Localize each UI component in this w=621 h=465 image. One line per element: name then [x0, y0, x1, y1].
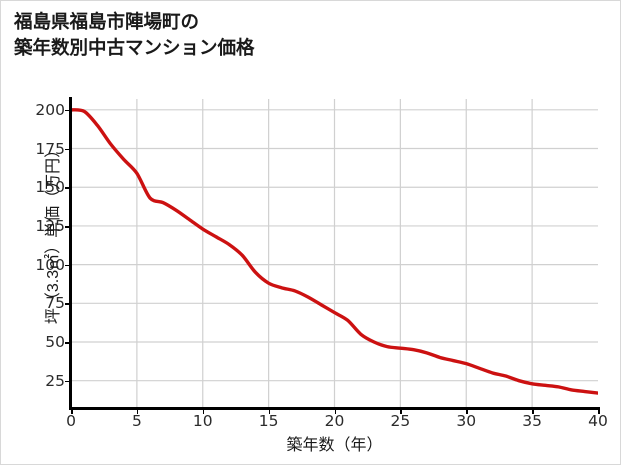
y-axis-tick-label: 200 [35, 100, 65, 119]
x-axis-title: 築年数（年） [286, 437, 383, 454]
y-axis-tick-label: 150 [35, 178, 65, 197]
x-axis-tick-label: 35 [522, 412, 542, 430]
y-axis-title: 坪（3.3㎡）単価（万円） [45, 141, 62, 325]
x-axis-tick-label: 0 [66, 412, 76, 430]
x-axis-tick-mark [268, 409, 271, 414]
y-axis-tick-mark [65, 264, 70, 267]
plot-area [71, 99, 598, 407]
chart-title: 福島県福島市陣場町の 築年数別中古マンション価格 [14, 11, 255, 59]
y-axis-tick-label: 50 [45, 332, 65, 351]
x-axis-tick-label: 20 [324, 412, 345, 430]
x-axis-tick-mark [136, 409, 139, 414]
y-axis-tick-mark [65, 148, 70, 151]
x-axis-tick-label: 40 [588, 412, 608, 430]
x-axis-spine [69, 407, 600, 410]
y-axis-tick-label: 75 [45, 294, 65, 313]
x-axis-tick-mark [532, 409, 534, 414]
price-line-series [71, 108, 598, 395]
x-axis-tick-mark [466, 409, 468, 414]
x-axis-tick-label: 25 [390, 412, 411, 430]
y-axis-tick-mark [65, 109, 70, 112]
x-axis-tick-label: 30 [456, 412, 477, 430]
y-axis-tick-mark [65, 187, 70, 189]
x-axis-tick-label: 10 [192, 412, 213, 430]
x-axis-tick-mark [598, 409, 600, 414]
x-axis-tick-mark [71, 409, 73, 414]
gridlines-vertical [136, 99, 533, 407]
y-axis-tick-label: 125 [35, 216, 65, 235]
y-axis-tick-label: 175 [35, 139, 65, 158]
chart-plot-svg [71, 99, 598, 407]
y-axis-tick-label: 100 [35, 255, 65, 274]
y-axis-tick-label: 25 [45, 371, 65, 390]
x-axis-tick-label: 5 [131, 412, 142, 430]
x-axis-tick-mark [400, 409, 402, 414]
y-axis-tick-mark [65, 225, 70, 228]
y-axis-tick-mark [65, 303, 70, 305]
y-axis-tick-labels: 25 50 75 100 125 150 175 200 [15, 1, 65, 464]
x-axis-tick-mark [202, 409, 205, 414]
y-axis-spine [69, 97, 72, 409]
y-axis-tick-mark [65, 380, 70, 383]
x-axis-tick-label: 15 [258, 412, 279, 430]
x-axis-tick-mark [334, 409, 337, 414]
y-axis-tick-mark [65, 341, 70, 344]
